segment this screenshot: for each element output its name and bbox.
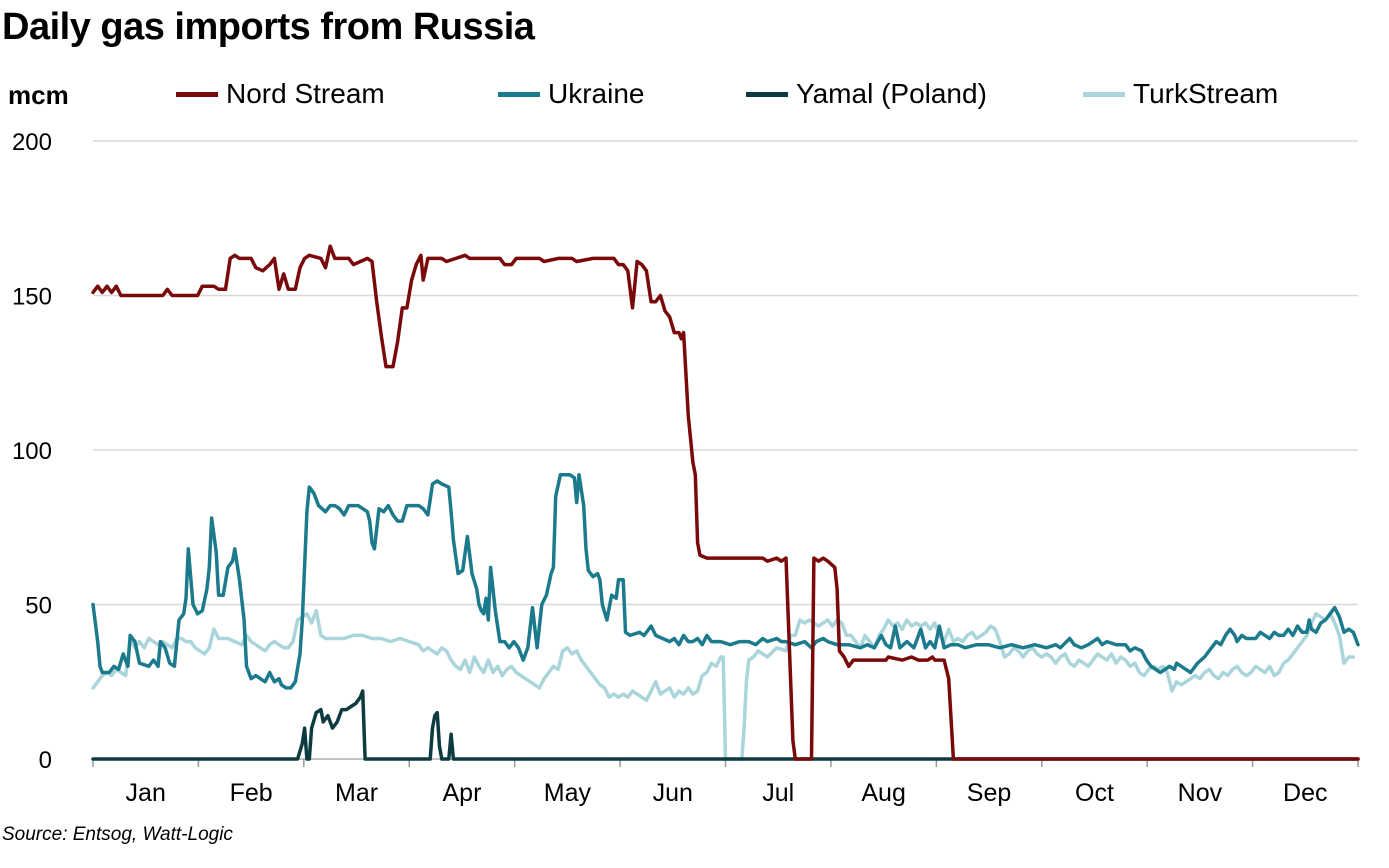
y-tick-label-200: 200	[12, 129, 52, 156]
legend-swatch-nord-stream	[176, 91, 218, 97]
legend-item-ukraine: Ukraine	[498, 78, 746, 110]
x-tick-label-dec: Dec	[1283, 779, 1327, 807]
legend-label-ukraine: Ukraine	[548, 78, 645, 109]
legend-label-yamal: Yamal (Poland)	[796, 78, 987, 109]
legend-item-yamal: Yamal (Poland)	[746, 78, 1083, 110]
x-axis: Jan Feb Mar Apr May Jun Jul Aug Sep Oct Nov Dec	[92, 759, 1359, 807]
source-note: Source: Entsog, Watt-Logic	[2, 824, 233, 845]
legend-swatch-ukraine	[498, 91, 540, 97]
x-tick-label-nov: Nov	[1178, 779, 1223, 807]
series-line-nord-stream	[91, 244, 1360, 761]
legend-item-turkstream: TurkStream	[1083, 78, 1303, 110]
y-axis-ticks: 0 50 100 150 200	[12, 129, 52, 774]
x-tick-label-feb: Feb	[230, 779, 273, 807]
legend-label-nord-stream: Nord Stream	[226, 78, 385, 109]
x-tick-label-aug: Aug	[861, 779, 905, 807]
legend-swatch-yamal	[746, 91, 788, 97]
x-tick-label-may: May	[544, 779, 592, 807]
y-tick-label-50: 50	[25, 593, 52, 620]
x-tick-label-jun: Jun	[653, 779, 693, 807]
legend-item-nord-stream: Nord Stream	[176, 78, 498, 110]
chart-title: Daily gas imports from Russia	[2, 6, 535, 48]
legend-swatch-turkstream	[1083, 91, 1125, 97]
x-tick-label-jul: Jul	[762, 779, 794, 807]
y-tick-label-150: 150	[12, 284, 52, 311]
y-tick-label-0: 0	[39, 747, 52, 774]
y-tick-label-100: 100	[12, 438, 52, 465]
legend-label-turkstream: TurkStream	[1133, 78, 1279, 109]
y-axis-unit-label: mcm	[8, 80, 69, 110]
x-tick-label-mar: Mar	[335, 779, 378, 807]
x-tick-label-apr: Apr	[443, 779, 482, 807]
series-lines	[91, 244, 1360, 761]
x-tick-label-oct: Oct	[1075, 779, 1114, 807]
legend: Nord Stream Ukraine Yamal (Poland) TurkS…	[176, 78, 1303, 110]
x-tick-label-sep: Sep	[967, 779, 1011, 807]
series-line-ukraine	[91, 472, 1360, 690]
x-tick-label-jan: Jan	[126, 779, 166, 807]
series-line-yamal-poland	[91, 689, 1360, 761]
